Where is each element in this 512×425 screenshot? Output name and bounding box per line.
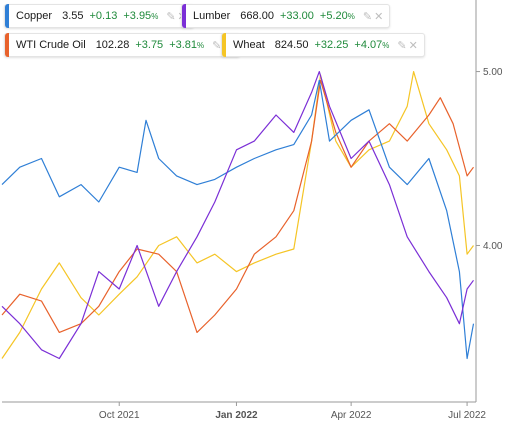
y-tick-label: 4.00 bbox=[483, 241, 503, 252]
series-color-swatch bbox=[222, 33, 226, 57]
series-price: 824.50 bbox=[274, 39, 309, 51]
series-color-swatch bbox=[5, 33, 9, 57]
brush-icon[interactable]: ✎ bbox=[397, 39, 407, 52]
series-name: WTI Crude Oil bbox=[16, 39, 86, 51]
series-price: 668.00 bbox=[240, 10, 274, 22]
series-change-percent: +3.81% bbox=[169, 39, 205, 51]
series-change: +3.75 bbox=[135, 39, 164, 51]
y-tick-label: 5.00 bbox=[483, 67, 503, 78]
series-change-percent: +5.20% bbox=[319, 10, 355, 22]
series-change: +32.25 bbox=[314, 39, 349, 51]
series-color-swatch bbox=[182, 4, 186, 28]
series-name: Copper bbox=[16, 10, 53, 22]
series-change: +0.13 bbox=[89, 10, 118, 22]
series-line-lumber bbox=[1, 70, 474, 360]
series-change-percent: +4.07% bbox=[354, 39, 390, 51]
series-name: Wheat bbox=[233, 39, 265, 51]
brush-icon[interactable]: ✎ bbox=[166, 10, 176, 23]
x-tick-label: Jan 2022 bbox=[215, 410, 258, 421]
x-tick-label: Oct 2021 bbox=[99, 410, 140, 421]
series-line-wti-crude-oil bbox=[1, 79, 474, 333]
series-price: 102.28 bbox=[95, 39, 130, 51]
brush-icon[interactable]: ✎ bbox=[212, 39, 222, 52]
series-change: +33.00 bbox=[279, 10, 314, 22]
brush-icon[interactable]: ✎ bbox=[362, 10, 373, 23]
close-icon[interactable]: ✕ bbox=[408, 39, 418, 52]
series-name: Lumber bbox=[193, 10, 231, 22]
series-line-wheat bbox=[1, 70, 474, 359]
legend-chip-wheat[interactable]: Wheat 824.50 +32.25 +4.07% ✎ ✕ bbox=[221, 33, 425, 57]
close-icon[interactable]: ✕ bbox=[374, 10, 384, 23]
x-tick-label: Apr 2022 bbox=[331, 410, 372, 421]
series-change-percent: +3.95% bbox=[123, 10, 159, 22]
legend-chip-lumber[interactable]: Lumber 668.00 +33.00 +5.20% ✎ ✕ bbox=[181, 4, 391, 28]
series-price: 3.55 bbox=[62, 10, 84, 22]
series-line-copper bbox=[1, 79, 475, 360]
x-tick-label: Jul 2022 bbox=[448, 410, 486, 421]
series-color-swatch bbox=[5, 4, 9, 28]
